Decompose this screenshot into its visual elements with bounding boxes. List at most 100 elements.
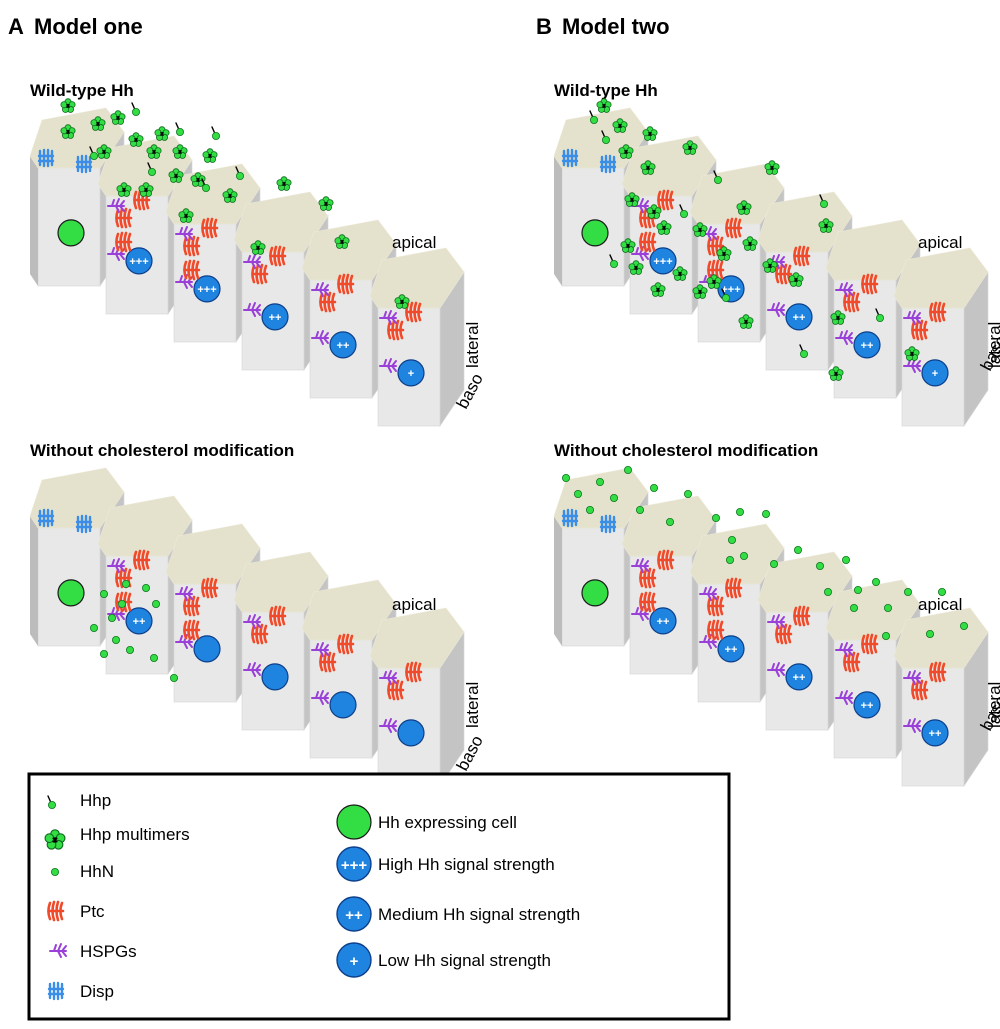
hhn-icon (926, 630, 934, 638)
hhn-icon (854, 586, 862, 594)
signal-nucleus (785, 663, 813, 691)
signal-strength-label: + (408, 368, 414, 380)
hhp-multimer-icon (596, 98, 612, 114)
signal-nucleus (649, 607, 677, 635)
signal-nucleus (193, 635, 221, 663)
subpanel-a2-title: Without cholesterol modification (30, 441, 294, 460)
signal-strength-label: ++ (929, 728, 942, 740)
label-lateral: lateral (463, 682, 482, 728)
legend-item-disp: Disp (47, 981, 114, 1001)
signal-strength-label: ++ (793, 312, 806, 324)
hhn-icon (610, 493, 618, 503)
legend-item-hh-expressing-cell: Hh expressing cell (336, 804, 517, 840)
signal-strength-label: +++ (197, 284, 216, 296)
nucleus: ++ (921, 719, 949, 747)
cell-apical-surface (29, 467, 125, 529)
signal-nucleus (193, 275, 221, 303)
legend-label: HhN (80, 862, 114, 881)
nucleus: +++ (193, 275, 221, 303)
signal-nucleus (329, 691, 357, 719)
nucleus: ++ (785, 303, 813, 331)
hhn-icon (100, 590, 108, 598)
hhn-icon (816, 562, 824, 570)
nucleus (397, 719, 425, 747)
panel-a-title: A Model one (8, 14, 143, 39)
hhp-multimer-icon (128, 132, 144, 148)
legend-label: Disp (80, 982, 114, 1001)
hhn-icon (726, 556, 734, 564)
hhn-icon (872, 578, 880, 586)
legend-item-medium-signal: ++ Medium Hh signal strength (336, 896, 580, 932)
epithelial-cell (369, 607, 465, 787)
nucleus: ++ (261, 303, 289, 331)
hhp-multimer-icon (764, 160, 780, 176)
hhn-icon (112, 636, 120, 644)
label-lateral: lateral (463, 322, 482, 368)
cell-left-face (554, 516, 562, 646)
nucleus: + (921, 359, 949, 387)
signal-nucleus (853, 331, 881, 359)
subpanel-b1-title: Wild-type Hh (554, 81, 658, 100)
nucleus (329, 691, 357, 719)
signal-nucleus (717, 635, 745, 663)
cell-apical-surface (893, 247, 989, 309)
hhp-multimer-icon (154, 126, 170, 142)
nucleus (581, 579, 609, 607)
hhn-icon (684, 489, 692, 499)
panel-b-letter: B (536, 14, 552, 39)
signal-strength-label: ++ (793, 672, 806, 684)
legend-label: Medium Hh signal strength (378, 905, 580, 924)
nucleus-text: + (350, 953, 359, 970)
cell-apical-surface (165, 523, 261, 585)
label-lateral: lateral (985, 322, 1000, 368)
legend-item-high-signal: +++ High Hh signal strength (336, 846, 555, 882)
hhn-icon (100, 650, 108, 658)
signal-nucleus (125, 247, 153, 275)
signal-nucleus (785, 303, 813, 331)
hhp-icon (211, 126, 221, 141)
nucleus: ++ (649, 607, 677, 635)
hh-expressing-nucleus (581, 579, 609, 607)
legend-label: High Hh signal strength (378, 855, 555, 874)
hhn-icon (51, 868, 59, 876)
cell-apical-surface (825, 579, 921, 641)
epithelial-cell: ++ (893, 607, 989, 787)
cell-apical-surface (689, 523, 785, 585)
cell-apical-surface (233, 551, 329, 613)
label-apical: apical (392, 233, 436, 252)
signal-strength-label: ++ (337, 340, 350, 352)
nucleus (57, 579, 85, 607)
hhn-icon (842, 556, 850, 564)
signal-strength-label: +++ (721, 284, 740, 296)
hhn-icon (574, 489, 582, 499)
signal-strength-label: ++ (657, 616, 670, 628)
signal-strength-label: + (932, 368, 938, 380)
nucleus (193, 635, 221, 663)
cell-left-face (30, 516, 38, 646)
cell-apical-surface (757, 551, 853, 613)
hhn-icon (122, 580, 131, 588)
cell-apical-surface (97, 495, 193, 557)
legend-item-ptc: Ptc (47, 900, 105, 922)
nucleus: ++ (717, 635, 745, 663)
cell-apical-surface (825, 219, 921, 281)
nucleus (261, 663, 289, 691)
hhn-icon (736, 507, 744, 516)
epithelial-cell (29, 467, 125, 647)
hhp-multimer-icon (318, 196, 334, 212)
nucleus (581, 219, 609, 247)
signal-strength-label: ++ (725, 644, 738, 656)
label-apical: apical (392, 595, 436, 614)
panel-a-letter: A (8, 14, 24, 39)
nucleus: ++ (785, 663, 813, 691)
nucleus: + (397, 359, 425, 387)
hhn-icon (794, 546, 802, 554)
hhn-icon (90, 624, 98, 632)
hhn-icon (118, 600, 126, 608)
hhn-icon (141, 584, 151, 592)
signal-nucleus (853, 691, 881, 719)
hhp-icon (131, 102, 141, 117)
signal-nucleus (125, 607, 153, 635)
epithelium-model-one-no-cholesterol: ++ (29, 467, 465, 787)
